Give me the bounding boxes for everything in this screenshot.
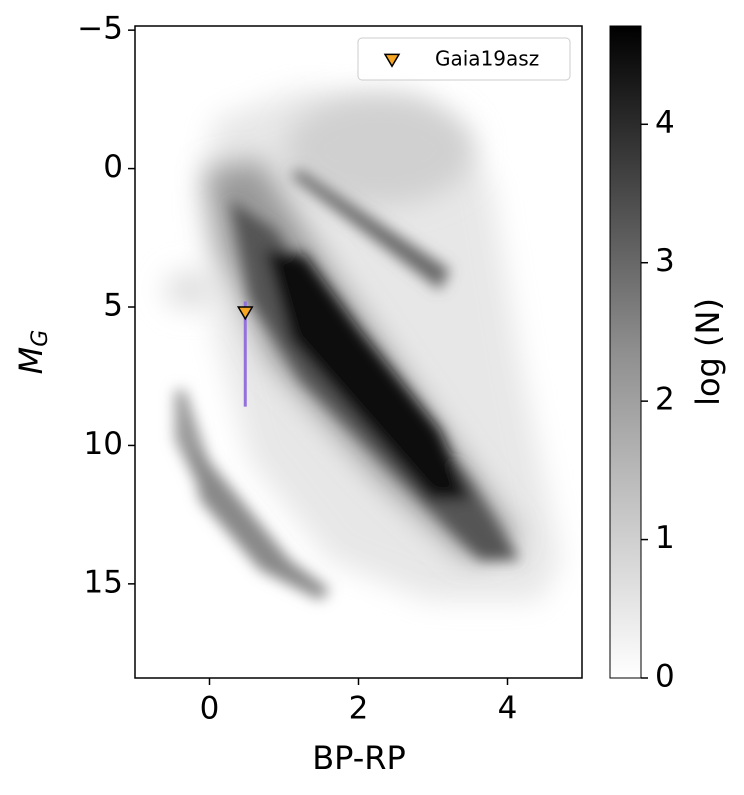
y-tick-label: 10: [84, 426, 123, 462]
y-tick-label: 15: [84, 564, 123, 600]
x-axis-label: BP-RP: [312, 739, 406, 777]
y-tick-label: 0: [103, 149, 123, 185]
colorbar-tick-label: 4: [655, 105, 675, 141]
colorbar-tick-label: 1: [655, 520, 675, 556]
x-tick-label: 4: [498, 691, 518, 727]
density-background: [165, 90, 560, 600]
colorbar-label: log (N): [689, 298, 727, 406]
y-tick-label: 5: [103, 288, 123, 324]
y-tick-label: −5: [77, 11, 123, 47]
legend-box: [357, 37, 571, 81]
legend-marker: [383, 53, 401, 68]
scatter-point: [236, 306, 254, 321]
colorbar: [609, 25, 642, 679]
colorbar-tick-label: 3: [655, 243, 675, 279]
legend-label: Gaia19asz: [435, 47, 539, 71]
x-tick-label: 2: [349, 691, 369, 727]
colorbar-tick-label: 2: [655, 382, 675, 418]
y-axis-label: MG: [12, 330, 53, 375]
x-tick-label: 0: [200, 691, 220, 727]
colorbar-tick-label: 0: [655, 659, 675, 695]
